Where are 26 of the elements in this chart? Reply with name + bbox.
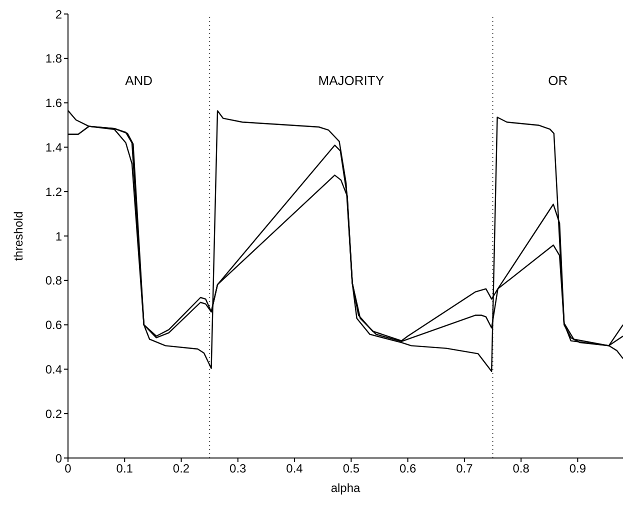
y-axis-title: threshold [11,211,26,261]
x-axis-title: alpha [330,481,360,495]
x-tick-label: 0.6 [399,462,416,476]
y-tick-label: 1.6 [45,96,62,110]
y-tick-label: 1 [55,229,62,244]
annotation: OR [548,73,568,88]
x-tick-label: 0.4 [286,462,304,476]
annotation: AND [125,73,153,88]
y-tick-label: 0.2 [45,406,62,421]
x-tick-label: 0.5 [342,462,360,476]
x-tick-label: 0.1 [116,462,134,476]
x-tick-label: 0.2 [172,462,190,476]
x-tick-label: 0.8 [512,462,530,476]
y-tick-label: 1.8 [45,52,62,66]
y-tick-label: 0.6 [45,318,62,332]
y-tick-label: 2 [55,7,62,22]
x-tick-label: 0 [64,462,72,476]
y-tick-label: 1.4 [45,140,62,154]
y-tick-label: 0.4 [45,362,62,376]
x-tick-label: 0.3 [230,462,247,476]
x-tick-label: 0.9 [569,462,586,476]
x-tick-label: 0.7 [456,462,474,476]
y-tick-label: 0 [55,451,62,466]
annotation: MAJORITY [318,73,384,88]
y-tick-label: 1.2 [45,184,62,199]
y-tick-label: 0.8 [45,274,62,288]
